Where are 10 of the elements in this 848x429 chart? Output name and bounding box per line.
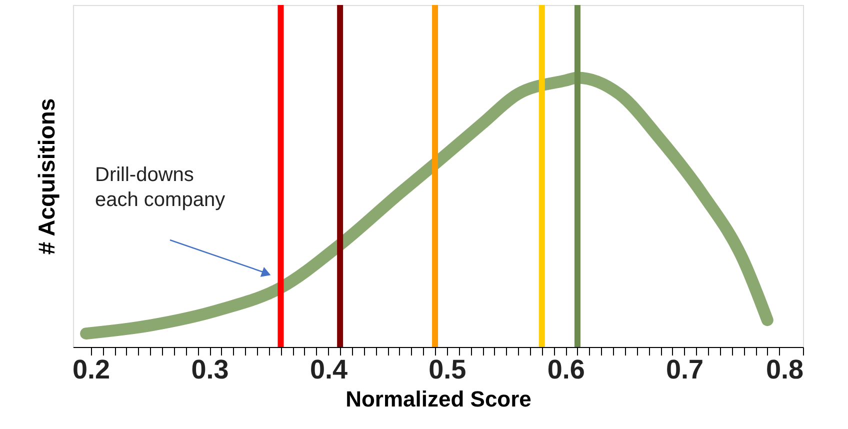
x-axis-title: Normalized Score xyxy=(346,386,532,412)
y-axis-title: # Acquisitions xyxy=(34,98,60,255)
x-tick-label: 0.4 xyxy=(310,354,348,384)
x-tick-label: 0.8 xyxy=(766,354,804,384)
x-tick-label: 0.5 xyxy=(428,354,466,384)
x-tick-label: 0.6 xyxy=(547,354,585,384)
x-tick-label: 0.3 xyxy=(191,354,229,384)
annotation: Drill-downs each company xyxy=(95,164,226,211)
x-tick-label: 0.2 xyxy=(72,354,110,384)
x-tick-label: 0.7 xyxy=(666,354,704,384)
